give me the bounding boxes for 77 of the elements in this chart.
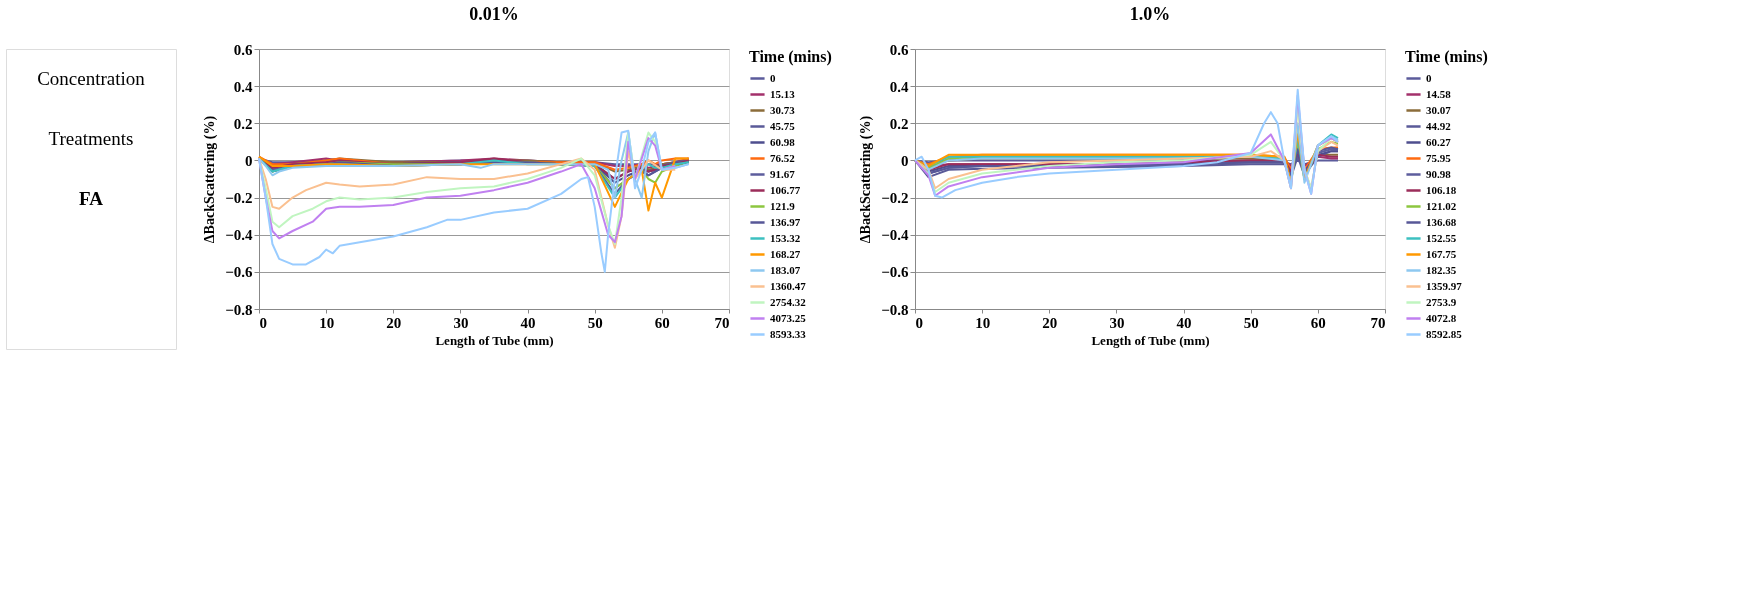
legend-label: 60.27 [1426, 135, 1452, 148]
y-tick-label: −0.6 [881, 264, 909, 281]
legend-label: 91.67 [770, 167, 796, 180]
x-tick-label: 70 [1370, 314, 1386, 331]
y-tick-label: 0 [245, 152, 253, 169]
x-tick-label: 0 [915, 314, 923, 331]
legend-label: 1360.47 [770, 279, 807, 292]
y-tick-label: −0.4 [225, 227, 253, 244]
legend-label: 76.52 [770, 151, 796, 164]
y-tick-label: −0.2 [881, 190, 909, 207]
legend-label: 4072.8 [1426, 311, 1457, 324]
text: Treatments [48, 128, 134, 149]
x-tick-label: 60 [654, 314, 670, 331]
x-axis-title: Length of Tube (mm) [435, 332, 554, 348]
x-axis-title: Length of Tube (mm) [1091, 332, 1210, 348]
legend-label: 60.98 [770, 135, 796, 148]
y-tick-label: 0.4 [889, 78, 909, 95]
legend-label: 106.77 [770, 183, 801, 196]
legend-label: 182.35 [1426, 263, 1457, 276]
legend-label: 136.97 [770, 215, 801, 228]
legend-label: 121.9 [770, 199, 796, 212]
x-tick-label: 10 [975, 314, 991, 331]
legend-label: 1359.97 [1426, 279, 1463, 292]
x-tick-label: 40 [1176, 314, 1192, 331]
legend-label: 153.32 [770, 231, 801, 244]
chart-title: 1.0% [1129, 4, 1171, 24]
text: Concentration [37, 68, 146, 89]
legend-label: 167.75 [1426, 247, 1457, 260]
legend-label: 15.13 [770, 87, 796, 100]
x-tick-label: 40 [520, 314, 536, 331]
legend-label: 183.07 [770, 263, 801, 276]
y-tick-label: −0.8 [881, 301, 909, 318]
chart-title: 0.01% [469, 4, 519, 24]
legend-label: 14.58 [1426, 87, 1452, 100]
x-tick-label: 60 [1310, 314, 1326, 331]
legend-label: 45.75 [770, 119, 796, 132]
x-tick-label: 30 [1109, 314, 1125, 331]
x-tick-label: 30 [453, 314, 469, 331]
legend-label: 30.07 [1426, 103, 1452, 116]
legend-label: 168.27 [770, 247, 801, 260]
legend-label: 90.98 [1426, 167, 1452, 180]
legend-title: Time (mins) [1405, 48, 1488, 66]
y-tick-label: 0.6 [889, 41, 909, 58]
y-tick-label: −0.8 [225, 301, 253, 318]
x-tick-label: 20 [1042, 314, 1058, 331]
legend-title: Time (mins) [749, 48, 832, 66]
legend-label: 0 [1426, 71, 1432, 84]
y-axis-title: ΔBackScattering (%) [858, 115, 875, 244]
legend-label: 106.18 [1426, 183, 1457, 196]
x-tick-label: 20 [386, 314, 402, 331]
y-tick-label: −0.4 [881, 227, 909, 244]
legend-label: 2753.9 [1426, 295, 1457, 308]
x-tick-label: 50 [587, 314, 603, 331]
y-tick-label: 0.6 [233, 41, 253, 58]
legend-label: 136.68 [1426, 215, 1457, 228]
text: FA [79, 188, 104, 209]
legend-label: 0 [770, 71, 776, 84]
x-tick-label: 50 [1243, 314, 1259, 331]
x-tick-label: 0 [259, 314, 267, 331]
legend-label: 75.95 [1426, 151, 1452, 164]
legend-label: 152.55 [1426, 231, 1457, 244]
y-tick-label: 0.2 [889, 115, 909, 132]
y-tick-label: 0 [901, 152, 909, 169]
legend-label: 30.73 [770, 103, 796, 116]
legend-label: 4073.25 [770, 311, 807, 324]
y-tick-label: −0.6 [225, 264, 253, 281]
legend-label: 2754.32 [770, 295, 807, 308]
legend-label: 121.02 [1426, 199, 1457, 212]
x-tick-label: 10 [319, 314, 335, 331]
legend-label: 8592.85 [1426, 327, 1463, 340]
y-tick-label: −0.2 [225, 190, 253, 207]
legend-label: 44.92 [1426, 119, 1452, 132]
y-axis-title: ΔBackScattering (%) [202, 115, 219, 244]
x-tick-label: 70 [714, 314, 730, 331]
y-tick-label: 0.4 [233, 78, 253, 95]
y-tick-label: 0.2 [233, 115, 253, 132]
legend-label: 8593.33 [770, 327, 807, 340]
